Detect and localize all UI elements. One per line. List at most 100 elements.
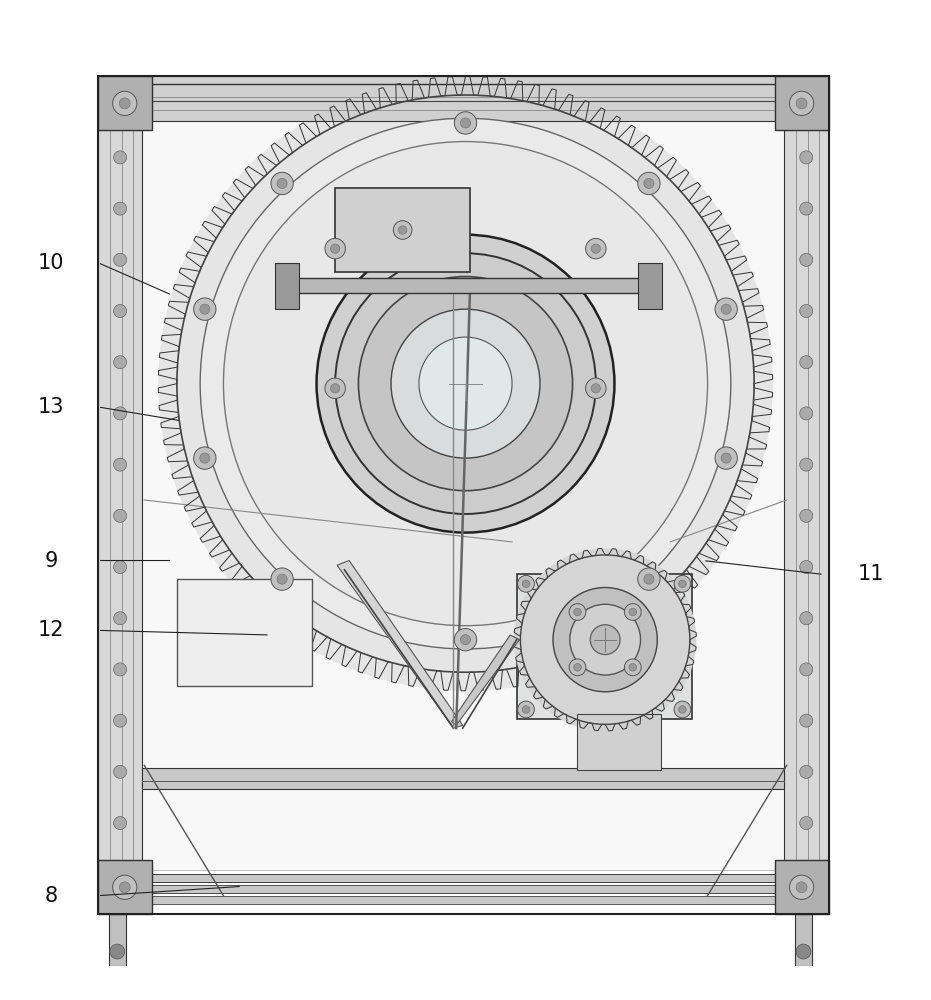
Circle shape — [629, 608, 637, 616]
Circle shape — [800, 151, 813, 164]
Circle shape — [638, 568, 660, 590]
Circle shape — [271, 172, 293, 195]
Circle shape — [644, 574, 654, 584]
Circle shape — [591, 244, 600, 253]
Bar — [177, 579, 312, 686]
Circle shape — [114, 356, 127, 369]
Circle shape — [518, 575, 534, 592]
Circle shape — [522, 706, 530, 713]
Circle shape — [518, 701, 534, 718]
Circle shape — [679, 580, 686, 588]
Circle shape — [789, 875, 814, 899]
Bar — [98, 76, 829, 914]
Circle shape — [800, 407, 813, 420]
Circle shape — [454, 112, 477, 134]
Text: 12: 12 — [38, 620, 64, 640]
Bar — [775, 76, 829, 130]
Bar — [152, 76, 775, 121]
Circle shape — [573, 664, 581, 671]
Circle shape — [789, 91, 814, 115]
Text: 8: 8 — [45, 886, 58, 906]
Bar — [109, 914, 126, 966]
Circle shape — [114, 509, 127, 522]
Circle shape — [514, 548, 696, 731]
Circle shape — [800, 663, 813, 676]
Bar — [577, 714, 661, 770]
Circle shape — [119, 882, 130, 893]
Circle shape — [800, 304, 813, 318]
Bar — [638, 263, 662, 309]
Circle shape — [325, 378, 345, 399]
Bar — [275, 263, 299, 309]
Circle shape — [114, 817, 127, 830]
Circle shape — [398, 226, 407, 234]
Circle shape — [796, 98, 807, 109]
Circle shape — [110, 944, 125, 959]
Bar — [152, 896, 775, 904]
Circle shape — [674, 701, 691, 718]
Text: 9: 9 — [45, 551, 58, 571]
Bar — [795, 914, 812, 966]
Circle shape — [114, 714, 127, 727]
Circle shape — [277, 574, 287, 584]
Circle shape — [331, 384, 340, 393]
Circle shape — [114, 407, 127, 420]
Bar — [98, 76, 152, 130]
Bar — [279, 278, 656, 293]
Circle shape — [113, 91, 137, 115]
Circle shape — [114, 663, 127, 676]
Circle shape — [796, 882, 807, 893]
Circle shape — [158, 76, 773, 691]
Circle shape — [586, 378, 606, 399]
Circle shape — [393, 221, 412, 239]
Circle shape — [800, 509, 813, 522]
Circle shape — [114, 202, 127, 215]
Text: 10: 10 — [38, 253, 64, 273]
Bar — [98, 130, 142, 860]
Circle shape — [271, 568, 293, 590]
Circle shape — [391, 309, 540, 458]
Circle shape — [119, 98, 130, 109]
Circle shape — [114, 304, 127, 318]
Circle shape — [317, 235, 614, 533]
Circle shape — [461, 118, 470, 128]
Bar — [784, 130, 829, 860]
Bar — [517, 574, 692, 719]
Circle shape — [800, 714, 813, 727]
Circle shape — [573, 608, 581, 616]
Bar — [142, 121, 784, 870]
Circle shape — [200, 118, 731, 649]
Circle shape — [796, 944, 811, 959]
Circle shape — [800, 458, 813, 471]
Circle shape — [114, 612, 127, 625]
Circle shape — [461, 635, 470, 645]
Circle shape — [722, 453, 731, 463]
Circle shape — [625, 659, 641, 676]
Circle shape — [800, 765, 813, 778]
Polygon shape — [452, 635, 519, 725]
Bar — [775, 860, 829, 914]
Circle shape — [715, 447, 737, 469]
Circle shape — [570, 604, 641, 675]
Circle shape — [114, 253, 127, 266]
Circle shape — [114, 458, 127, 471]
Circle shape — [454, 628, 477, 651]
Bar — [335, 188, 470, 272]
Circle shape — [200, 453, 209, 463]
Circle shape — [553, 588, 657, 692]
Circle shape — [591, 384, 600, 393]
Circle shape — [722, 304, 731, 314]
Circle shape — [674, 575, 691, 592]
Circle shape — [800, 356, 813, 369]
Circle shape — [800, 612, 813, 625]
Circle shape — [800, 253, 813, 266]
Circle shape — [114, 151, 127, 164]
Circle shape — [200, 304, 209, 314]
Circle shape — [113, 875, 137, 899]
Circle shape — [715, 298, 737, 320]
Text: 13: 13 — [38, 397, 64, 417]
Circle shape — [419, 337, 512, 430]
Circle shape — [358, 277, 573, 491]
Circle shape — [223, 142, 708, 626]
Circle shape — [800, 561, 813, 574]
